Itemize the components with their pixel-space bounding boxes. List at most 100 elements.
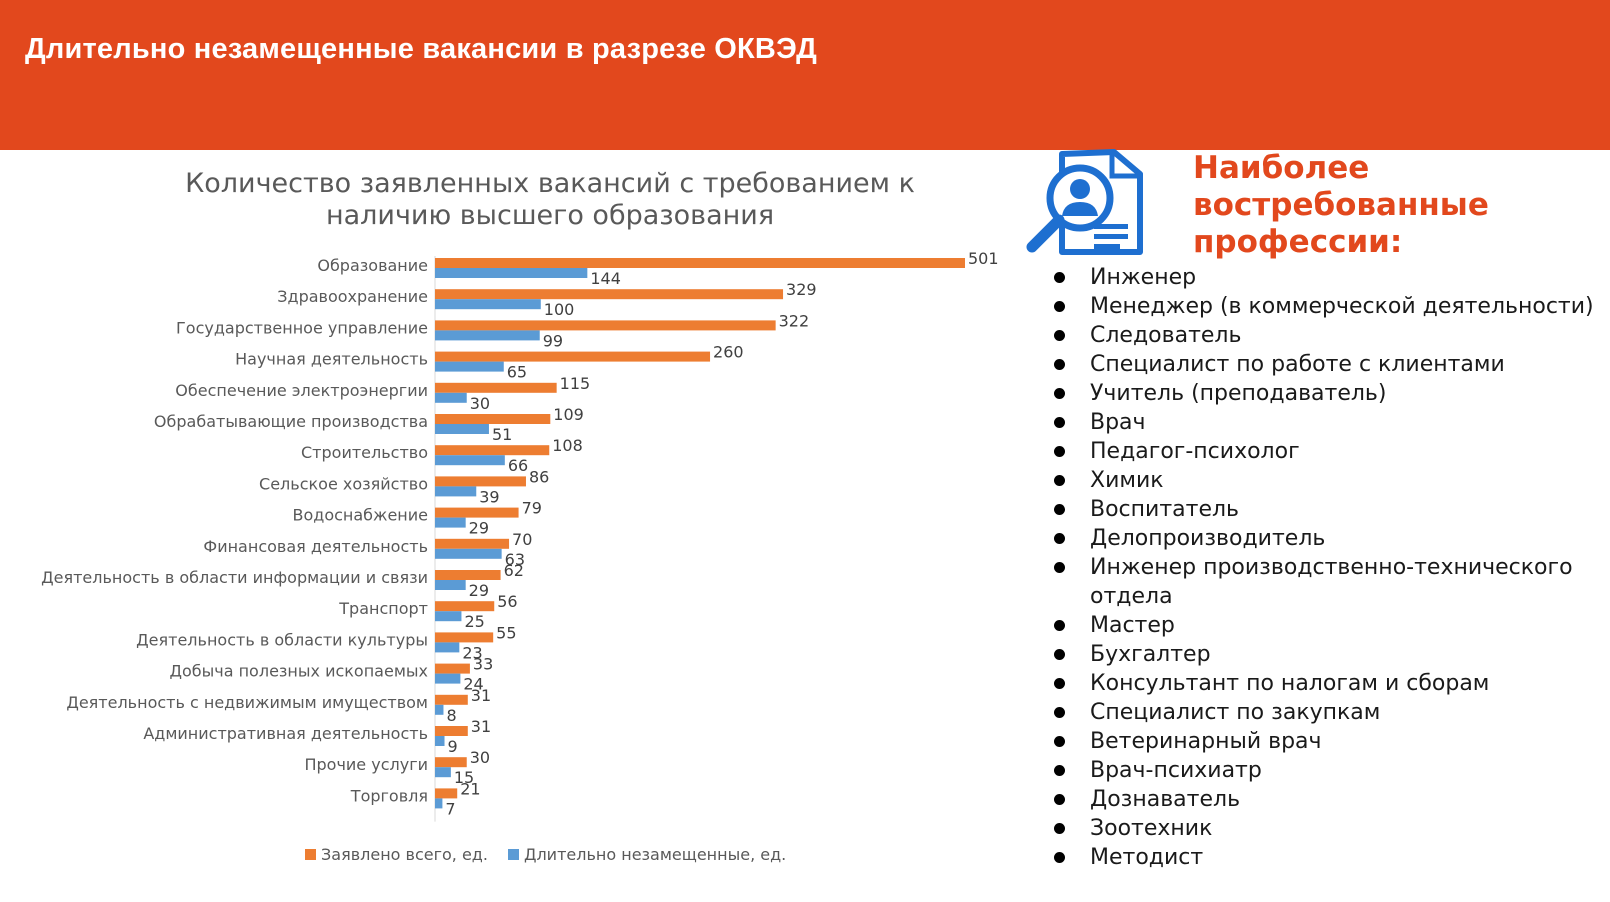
data-label-long-term: 8	[446, 706, 456, 725]
legend-label-long: Длительно незамещенные, ед.	[523, 845, 787, 864]
bullet-icon	[1054, 736, 1065, 747]
document-search-icon	[1026, 149, 1143, 255]
category-label: Строительство	[301, 443, 428, 462]
category-label: Прочие услуги	[304, 755, 428, 774]
bar-long-term	[435, 299, 541, 310]
bar-long-term	[435, 704, 444, 715]
bar-total	[435, 570, 501, 580]
bullet-icon	[1054, 446, 1065, 457]
profession-item: Следователь	[1052, 321, 1597, 350]
data-label-total: 115	[560, 374, 591, 393]
bullet-icon	[1054, 504, 1065, 515]
page-title: Длительно незамещенные вакансии в разрез…	[25, 33, 818, 65]
bullet-icon	[1054, 620, 1065, 631]
header-banner: Длительно незамещенные вакансии в разрез…	[0, 0, 1610, 150]
category-label: Деятельность в области информации и связ…	[41, 568, 428, 587]
chart-legend: Заявлено всего, ед. Длительно незамещенн…	[305, 845, 786, 864]
bullet-icon	[1054, 301, 1065, 312]
profession-item: Химик	[1052, 466, 1597, 495]
data-label-long-term: 30	[470, 394, 490, 413]
bar-total	[435, 694, 468, 705]
profession-label: Менеджер (в коммерческой деятельности)	[1090, 294, 1594, 319]
profession-item: Специалист по работе с клиентами	[1052, 350, 1597, 379]
bar-total	[435, 663, 470, 674]
bullet-icon	[1054, 562, 1065, 573]
bar-total	[435, 320, 776, 331]
data-label-long-term: 29	[469, 519, 489, 538]
data-label-total: 21	[460, 779, 480, 798]
profession-item: Учитель (преподаватель)	[1052, 379, 1597, 408]
professions-title: Наиболее востребованные профессии:	[1193, 150, 1489, 260]
bar-long-term	[435, 580, 466, 590]
bar-long-term	[435, 268, 588, 278]
bar-long-term	[435, 611, 462, 622]
profession-label: Зоотехник	[1090, 816, 1213, 841]
profession-item: Специалист по закупкам	[1052, 698, 1597, 727]
profession-label: Врач-психиатр	[1090, 758, 1262, 783]
data-label-long-term: 65	[507, 363, 527, 382]
category-label: Административная деятельность	[143, 724, 428, 743]
bar-long-term	[435, 642, 460, 653]
data-label-total: 329	[786, 280, 817, 299]
bullet-icon	[1054, 852, 1065, 863]
category-label: Научная деятельность	[235, 350, 428, 369]
data-label-total: 501	[968, 249, 999, 268]
data-label-long-term: 66	[508, 456, 528, 475]
profession-label: Бухгалтер	[1090, 642, 1211, 667]
bar-long-term	[435, 361, 504, 372]
category-label: Транспорт	[338, 599, 428, 618]
bar-total	[435, 726, 468, 736]
profession-item: Врач-психиатр	[1052, 756, 1597, 785]
bar-total	[435, 476, 526, 487]
bullet-icon	[1054, 678, 1065, 689]
category-label: Добыча полезных ископаемых	[169, 662, 428, 681]
legend-item-total: Заявлено всего, ед.	[305, 845, 488, 864]
data-label-total: 70	[512, 530, 532, 549]
chart-title: Количество заявленных вакансий с требова…	[185, 168, 915, 231]
profession-item: Бухгалтер	[1052, 640, 1597, 669]
profession-label: Инженер производственно-технического отд…	[1090, 555, 1573, 609]
bar-long-term	[435, 517, 466, 528]
bullet-icon	[1054, 707, 1065, 718]
bullet-icon	[1054, 794, 1065, 805]
data-label-long-term: 7	[445, 799, 455, 818]
data-label-total: 31	[471, 717, 491, 736]
category-label: Образование	[317, 256, 428, 275]
bar-total	[435, 601, 495, 612]
profession-item: Менеджер (в коммерческой деятельности)	[1052, 292, 1597, 321]
profession-label: Химик	[1090, 468, 1164, 493]
profession-label: Инженер	[1090, 265, 1197, 290]
bullet-icon	[1054, 475, 1065, 486]
bar-total	[435, 538, 510, 549]
bullet-icon	[1054, 388, 1065, 399]
profession-item: Инженер производственно-технического отд…	[1052, 553, 1597, 611]
category-label: Торговля	[350, 786, 428, 805]
category-label: Сельское хозяйство	[259, 474, 428, 493]
data-label-long-term: 63	[505, 550, 525, 569]
bar-long-term	[435, 330, 540, 341]
bar-long-term	[435, 548, 502, 559]
category-label: Деятельность с недвижимым имуществом	[66, 693, 428, 712]
data-label-long-term: 51	[492, 425, 512, 444]
category-label: Государственное управление	[176, 318, 428, 337]
data-label-total: 108	[552, 436, 583, 455]
profession-label: Мастер	[1090, 613, 1175, 638]
data-label-total: 30	[470, 748, 490, 767]
profession-label: Врач	[1090, 410, 1146, 435]
profession-label: Педагог-психолог	[1090, 439, 1300, 464]
bar-total	[435, 757, 467, 768]
profession-label: Следователь	[1090, 323, 1242, 348]
bar-total	[435, 351, 711, 362]
bar-total	[435, 445, 550, 456]
data-label-long-term: 29	[469, 581, 489, 600]
data-label-long-term: 25	[464, 612, 484, 631]
category-label: Деятельность в области культуры	[136, 630, 428, 649]
profession-label: Консультант по налогам и сборам	[1090, 671, 1490, 696]
bar-total	[435, 632, 494, 643]
profession-item: Педагог-психолог	[1052, 437, 1597, 466]
bar-total	[435, 289, 784, 300]
bar-chart: Образование 501 144 Здравоохранение 329 100 Го…	[41, 249, 999, 822]
profession-item: Воспитатель	[1052, 495, 1597, 524]
bullet-icon	[1054, 330, 1065, 341]
data-label-total: 109	[553, 405, 584, 424]
